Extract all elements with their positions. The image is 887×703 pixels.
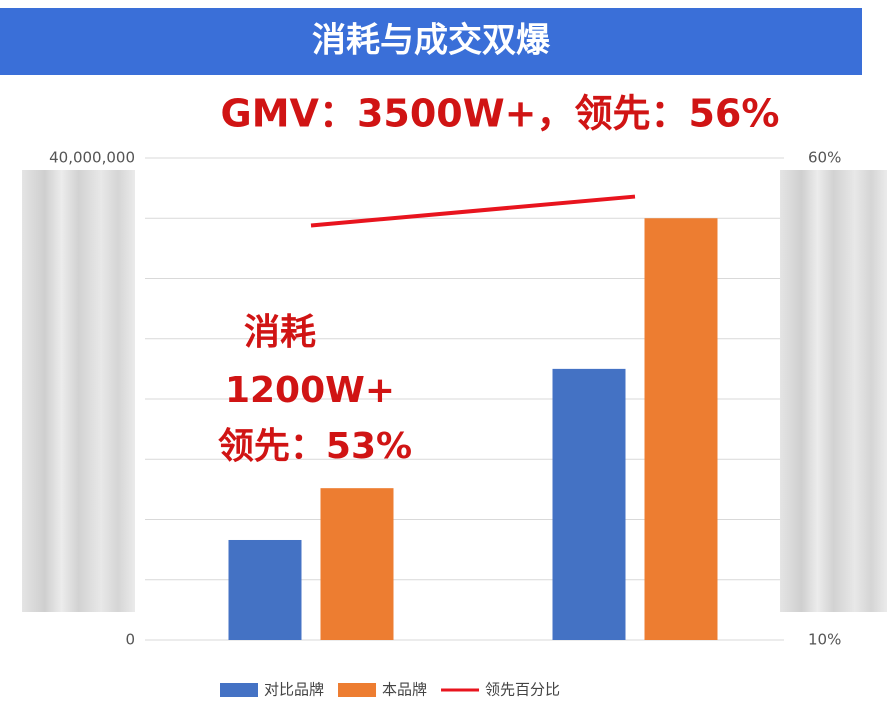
chart-title: 消耗与成交双爆 <box>312 21 551 61</box>
blurred-axis <box>22 170 887 612</box>
y-tick-label: 0 <box>125 631 135 649</box>
legend-swatch <box>220 683 258 697</box>
blur-panel <box>780 170 887 612</box>
annotation: 领先：53% <box>218 426 412 467</box>
annotation: 消耗 <box>244 312 316 353</box>
blur-panel <box>22 170 135 612</box>
bar <box>228 539 302 640</box>
annotation: GMV：3500W+，领先：56% <box>221 92 780 136</box>
legend: 对比品牌 本品牌 领先百分比 <box>220 681 560 699</box>
legend-swatch <box>338 683 377 697</box>
bar <box>644 218 718 640</box>
legend-label: 本品牌 <box>382 681 427 699</box>
bar <box>552 368 626 640</box>
line <box>310 194 636 228</box>
legend-label: 领先百分比 <box>485 681 560 699</box>
bar <box>320 488 394 640</box>
plot: 05,000,00010,000,00015,000,00020,000,000… <box>49 149 841 649</box>
title-bar <box>0 8 862 75</box>
y-tick-label: 40,000,000 <box>49 149 135 167</box>
y2-tick-label: 10% <box>808 631 841 649</box>
legend-label: 对比品牌 <box>264 681 324 699</box>
annotation: 1200W+ <box>225 370 395 411</box>
y2-tick-label: 60% <box>808 149 841 167</box>
